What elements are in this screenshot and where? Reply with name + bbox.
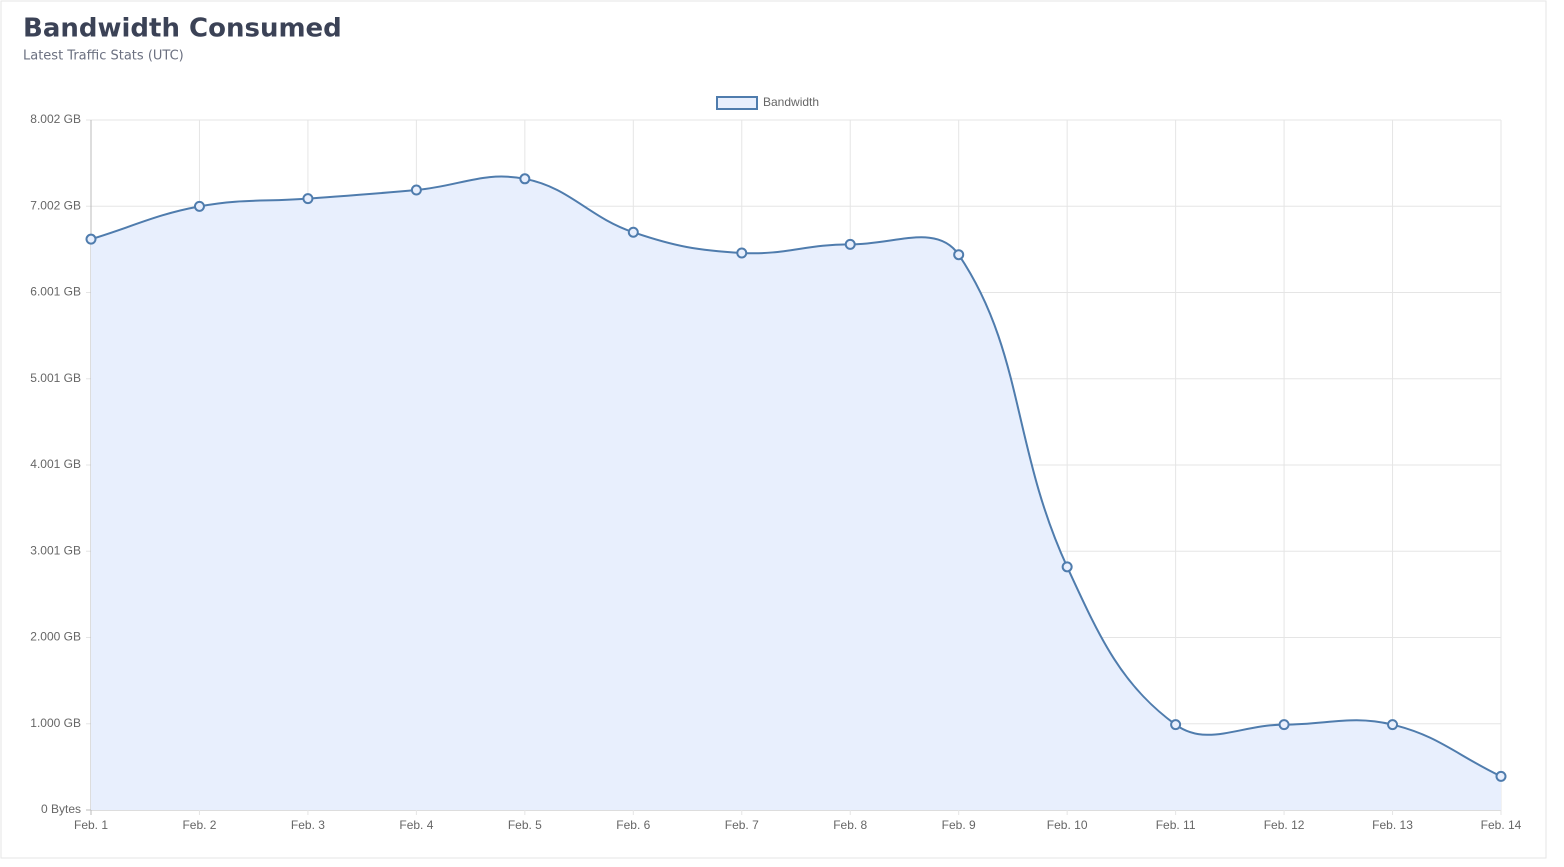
y-tick-label: 6.001 GB	[30, 285, 81, 299]
x-tick-label: Feb. 4	[399, 818, 433, 832]
x-tick-label: Feb. 1	[74, 818, 108, 832]
point	[1387, 719, 1399, 731]
point	[1495, 770, 1507, 782]
y-tick-label: 4.001 GB	[30, 457, 81, 471]
legend-swatch	[716, 96, 758, 110]
x-tick-label: Feb. 7	[725, 818, 759, 832]
y-tick-label: 7.002 GB	[30, 198, 81, 212]
x-tick-label: Feb. 5	[508, 818, 542, 832]
y-tick-label: 1.000 GB	[30, 716, 81, 730]
point	[302, 193, 314, 205]
y-tick-label: 3.001 GB	[30, 543, 81, 557]
y-tick-label: 0 Bytes	[41, 802, 81, 816]
x-tick-label: Feb. 12	[1264, 818, 1305, 832]
point	[953, 249, 965, 261]
legend-label: Bandwidth	[763, 95, 819, 109]
x-tick-label: Feb. 13	[1372, 818, 1413, 832]
point	[1278, 719, 1290, 731]
point	[736, 247, 748, 259]
point	[1061, 561, 1073, 573]
point	[193, 200, 205, 212]
area	[91, 176, 1501, 810]
x-tick-label: Feb. 10	[1047, 818, 1088, 832]
x-tick-label: Feb. 9	[942, 818, 976, 832]
chart-subtitle: Latest Traffic Stats (UTC)	[23, 49, 184, 64]
x-tick-label: Feb. 3	[291, 818, 325, 832]
y-tick-label: 8.002 GB	[30, 112, 81, 126]
y-tick-label: 5.001 GB	[30, 371, 81, 385]
point	[627, 226, 639, 238]
chart-title: Bandwidth Consumed	[23, 14, 342, 44]
point	[519, 173, 531, 185]
point	[1170, 719, 1182, 731]
y-tick-label: 2.000 GB	[30, 630, 81, 644]
point	[410, 184, 422, 196]
x-tick-label: Feb. 8	[833, 818, 867, 832]
x-tick-label: Feb. 6	[616, 818, 650, 832]
x-tick-label: Feb. 2	[182, 818, 216, 832]
x-tick-label: Feb. 14	[1481, 818, 1522, 832]
point	[85, 233, 97, 245]
point	[844, 238, 856, 250]
x-tick-label: Feb. 11	[1156, 818, 1196, 832]
